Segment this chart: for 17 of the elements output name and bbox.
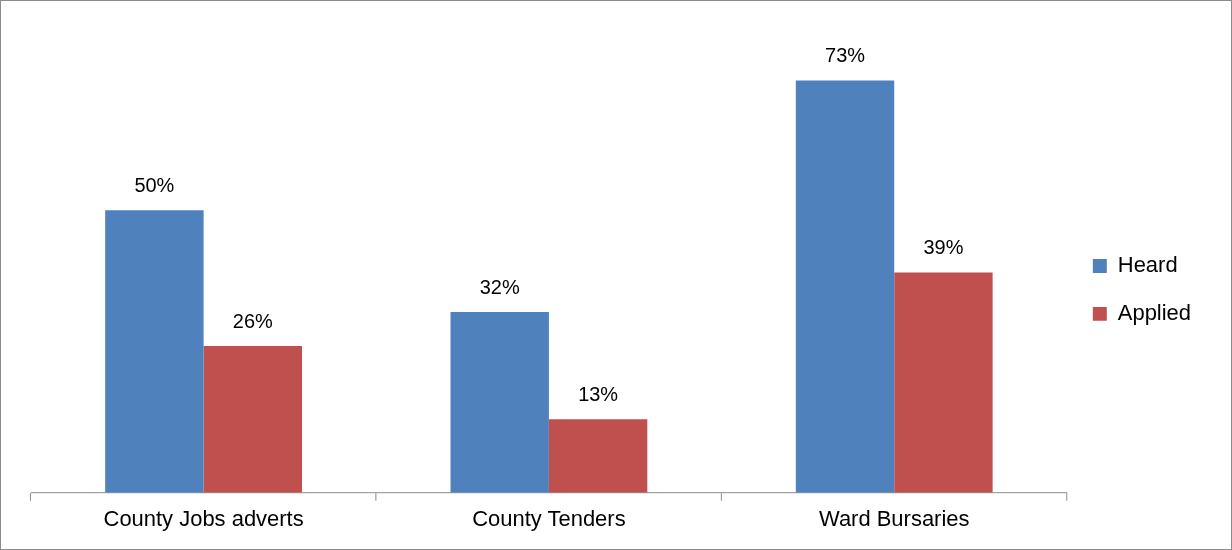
data-label: 73% bbox=[825, 44, 866, 66]
x-tick-label: County Tenders bbox=[472, 505, 626, 531]
bar bbox=[105, 210, 204, 493]
data-label: 32% bbox=[479, 275, 520, 298]
legend-label: Heard bbox=[1117, 252, 1178, 278]
data-label: 26% bbox=[232, 309, 274, 332]
bar bbox=[450, 312, 549, 493]
data-label: 39% bbox=[923, 236, 964, 259]
bar bbox=[795, 80, 895, 493]
data-label: 50% bbox=[134, 173, 175, 196]
legend-label: Applied bbox=[1117, 299, 1192, 325]
x-tick-label: Ward Bursaries bbox=[818, 505, 970, 531]
bar bbox=[548, 419, 648, 493]
bar bbox=[203, 345, 303, 493]
bar bbox=[894, 272, 993, 493]
data-label: 13% bbox=[578, 382, 619, 405]
x-tick-label: County Jobs adverts bbox=[103, 505, 304, 531]
